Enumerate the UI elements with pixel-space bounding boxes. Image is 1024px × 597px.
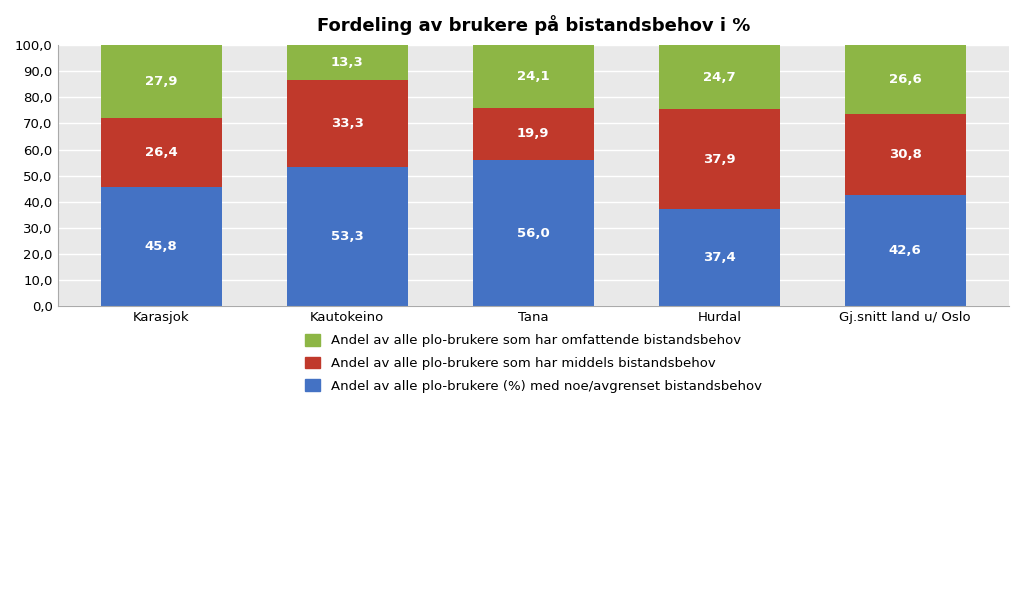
Legend: Andel av alle plo-brukere som har omfattende bistandsbehov, Andel av alle plo-br: Andel av alle plo-brukere som har omfatt… bbox=[298, 327, 769, 399]
Text: 53,3: 53,3 bbox=[331, 230, 364, 243]
Text: 37,9: 37,9 bbox=[703, 153, 735, 165]
Bar bbox=[658, 109, 779, 208]
Text: 27,9: 27,9 bbox=[145, 75, 177, 88]
Text: 26,6: 26,6 bbox=[889, 73, 922, 86]
Text: 24,7: 24,7 bbox=[703, 70, 735, 84]
Bar bbox=[845, 115, 966, 195]
Text: 26,4: 26,4 bbox=[145, 146, 178, 159]
Bar bbox=[845, 45, 966, 115]
Bar bbox=[100, 118, 222, 187]
Text: 13,3: 13,3 bbox=[331, 56, 364, 69]
Title: Fordeling av brukere på bistandsbehov i %: Fordeling av brukere på bistandsbehov i … bbox=[316, 15, 750, 35]
Bar bbox=[287, 80, 408, 167]
Bar bbox=[473, 160, 594, 306]
Bar bbox=[287, 45, 408, 80]
Text: 30,8: 30,8 bbox=[889, 148, 922, 161]
Text: 45,8: 45,8 bbox=[145, 240, 178, 253]
Bar bbox=[473, 45, 594, 108]
Bar bbox=[100, 187, 222, 306]
Bar bbox=[845, 195, 966, 306]
Text: 37,4: 37,4 bbox=[702, 251, 735, 264]
Text: 56,0: 56,0 bbox=[517, 227, 550, 240]
Bar bbox=[658, 208, 779, 306]
Text: 42,6: 42,6 bbox=[889, 244, 922, 257]
Bar bbox=[287, 167, 408, 306]
Bar bbox=[473, 108, 594, 160]
Bar bbox=[100, 45, 222, 118]
Bar bbox=[658, 45, 779, 109]
Text: 33,3: 33,3 bbox=[331, 117, 364, 130]
Text: 19,9: 19,9 bbox=[517, 127, 550, 140]
Text: 24,1: 24,1 bbox=[517, 70, 550, 83]
